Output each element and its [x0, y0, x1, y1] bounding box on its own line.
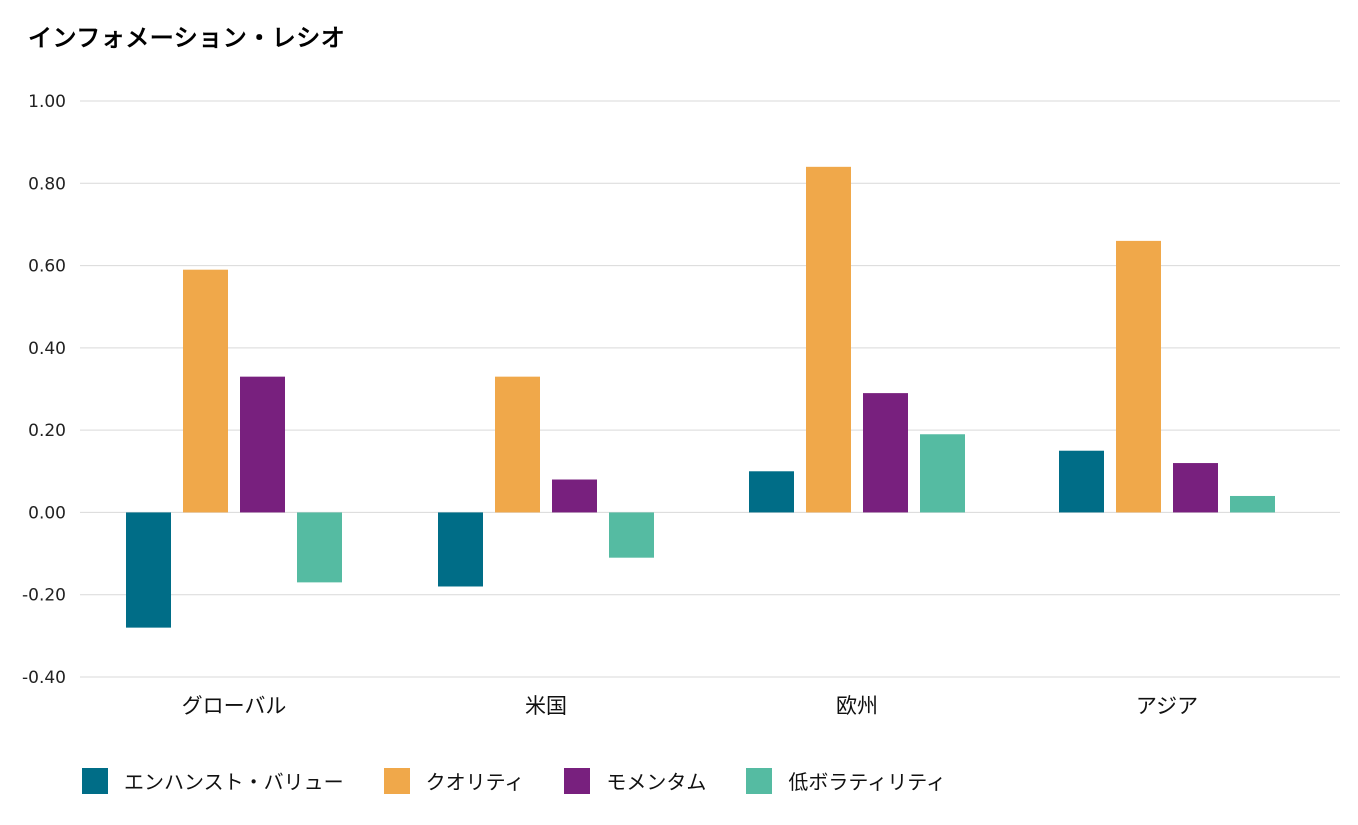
y-tick-label: 0.40 — [28, 339, 66, 359]
bar-series-3-cat-2[interactable] — [920, 434, 965, 513]
y-axis-ticks: 1.00 0.80 0.60 0.40 0.20 0.00 -0.20 -0.40 — [22, 92, 66, 688]
legend-swatch-quality — [383, 767, 410, 794]
bar-series-3-cat-1[interactable] — [609, 512, 654, 558]
legend: エンハンスト・バリュー クオリティ モメンタム 低ボラティリティ — [82, 766, 986, 795]
bar-series-1-cat-2[interactable] — [806, 166, 851, 513]
bar-series-2-cat-3[interactable] — [1173, 463, 1218, 513]
legend-swatch-low-volatility — [746, 767, 773, 794]
x-category-label: グローバル — [182, 694, 287, 718]
y-tick-label: 0.80 — [28, 174, 66, 194]
bar-series-2-cat-1[interactable] — [552, 479, 597, 513]
bar-series-3-cat-3[interactable] — [1230, 495, 1275, 513]
legend-item-momentum[interactable]: モメンタム — [564, 766, 706, 795]
x-category-label: 欧州 — [836, 694, 878, 718]
bar-series-1-cat-0[interactable] — [183, 269, 228, 513]
bar-series-0-cat-0[interactable] — [126, 512, 171, 628]
legend-label-low-volatility: 低ボラティリティ — [788, 770, 947, 794]
bar-series-0-cat-1[interactable] — [438, 512, 483, 587]
legend-swatch-momentum — [564, 767, 591, 794]
bar-series-1-cat-3[interactable] — [1116, 240, 1161, 513]
y-tick-label: 1.00 — [28, 92, 66, 112]
y-tick-label: -0.20 — [22, 586, 66, 606]
bar-series-2-cat-2[interactable] — [863, 393, 908, 513]
legend-label-enhanced-value: エンハンスト・バリュー — [124, 770, 344, 794]
bar-series-0-cat-3[interactable] — [1059, 450, 1104, 513]
legend-label-quality: クオリティ — [425, 770, 525, 794]
y-tick-label: 0.00 — [28, 503, 66, 523]
y-tick-label: -0.40 — [22, 668, 66, 688]
gridlines — [80, 100, 1340, 678]
legend-label-momentum: モメンタム — [606, 770, 707, 794]
bar-series-0-cat-2[interactable] — [749, 471, 794, 513]
x-category-label: 米国 — [525, 694, 567, 718]
bars — [126, 166, 1275, 628]
legend-item-enhanced-value[interactable]: エンハンスト・バリュー — [82, 766, 344, 795]
bar-series-1-cat-1[interactable] — [495, 376, 540, 513]
y-tick-label: 0.60 — [28, 257, 66, 277]
legend-item-quality[interactable]: クオリティ — [383, 766, 525, 795]
bar-series-3-cat-0[interactable] — [297, 512, 342, 583]
bar-series-2-cat-0[interactable] — [240, 376, 285, 513]
x-category-label: アジア — [1136, 694, 1198, 718]
legend-swatch-enhanced-value — [82, 767, 108, 794]
y-tick-label: 0.20 — [28, 421, 66, 441]
chart-title: インフォメーション・レシオ — [28, 24, 346, 52]
legend-item-low-volatility[interactable]: 低ボラティリティ — [746, 766, 946, 795]
x-axis-categories: グローバル 米国 欧州 アジア — [182, 694, 1198, 718]
